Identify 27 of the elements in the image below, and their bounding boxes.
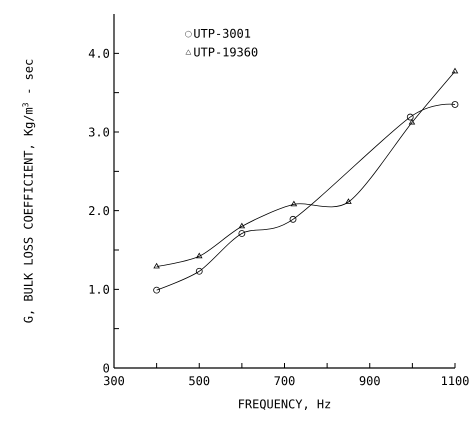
- point: [406, 114, 414, 120]
- y-tick-label: 0: [103, 363, 110, 373]
- legend-label: UTP-3001: [194, 28, 250, 38]
- x-tick-label: 700: [274, 376, 295, 386]
- point: [196, 268, 203, 275]
- point: [290, 200, 297, 206]
- point: [452, 68, 458, 74]
- x-tick-label: 500: [189, 376, 210, 386]
- legend-label: UTP-19360: [194, 47, 258, 56]
- y-tick-label: 3.0: [89, 127, 110, 137]
- text: G, BULK LOSS COEFFICIENT, Kg/m$^{3}$ - sec: [22, 60, 36, 323]
- point: [196, 252, 202, 258]
- point: [452, 101, 458, 108]
- point: [154, 263, 160, 268]
- point: [290, 216, 296, 223]
- point: [345, 198, 352, 204]
- x-tick-label: 300: [104, 376, 124, 386]
- point: [153, 286, 160, 294]
- x-axis-title: FREQUENCY, Hz: [239, 399, 330, 410]
- point: [238, 230, 246, 237]
- point: [238, 223, 245, 228]
- point: [408, 119, 415, 124]
- x-tick-label: 1100: [442, 376, 469, 386]
- x-tick-label: 900: [360, 376, 380, 386]
- y-tick-label: 2.0: [89, 206, 110, 216]
- y-tick-label: 1.0: [90, 284, 110, 294]
- y-tick-label: 4.0: [88, 48, 110, 58]
